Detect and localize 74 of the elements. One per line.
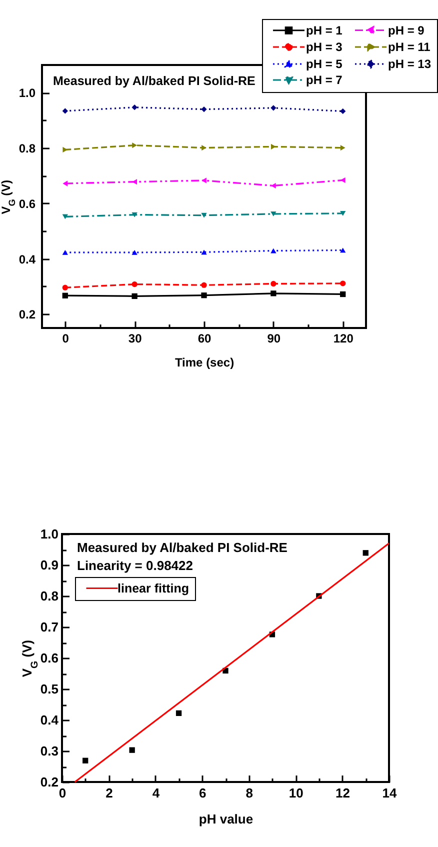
point [362, 550, 368, 556]
point [270, 105, 276, 111]
y-tick-label: 1.0 [40, 526, 58, 542]
y-tick-label: 0.8 [40, 588, 58, 604]
legend-label: pH = 5 [306, 57, 343, 71]
legend-label: pH = 13 [388, 57, 432, 71]
point [132, 212, 138, 218]
y-tick-label: 0.4 [40, 712, 60, 728]
point [340, 280, 346, 286]
legend-label: pH = 9 [388, 23, 425, 38]
point [202, 178, 206, 184]
point [62, 108, 68, 114]
x-axis-title: Time (sec) [174, 356, 234, 370]
annotation: Measured by Al/baked PI Solid-RE [53, 74, 256, 88]
point [132, 293, 138, 299]
point [132, 104, 138, 110]
x-tick-label: 0 [58, 786, 66, 800]
legend-label: pH = 11 [388, 40, 431, 54]
annotation: Measured by Al/baked PI Solid-RE [77, 540, 288, 555]
y-tick-label: 0.2 [18, 308, 36, 322]
y-tick-label: 0.6 [18, 196, 36, 211]
point [62, 214, 68, 220]
y-tick-label: 0.3 [40, 744, 58, 758]
point [132, 142, 138, 148]
x-tick-label: 8 [246, 786, 253, 800]
legend-label: pH = 1 [306, 23, 343, 38]
x-tick-label: 4 [152, 786, 160, 800]
point [129, 747, 135, 753]
point [340, 144, 346, 151]
y-tick-label: 0.8 [18, 142, 36, 156]
x-tick-label: 60 [198, 332, 212, 346]
y-tick-label: 0.4 [18, 252, 36, 266]
point [340, 248, 346, 253]
point [340, 210, 346, 216]
point [270, 248, 276, 254]
x-axis-title: pH value [198, 812, 254, 826]
point [62, 250, 68, 255]
y-tick-label: 0.9 [40, 558, 58, 572]
legend-label: pH = 7 [306, 73, 343, 87]
point [202, 144, 206, 151]
x-tick-label: 90 [267, 332, 281, 346]
point [201, 292, 207, 298]
x-tick-label: 12 [336, 786, 350, 800]
point [132, 250, 138, 255]
x-tick-label: 0 [62, 332, 70, 346]
annotation: Linearity = 0.98422 [77, 558, 193, 573]
point [62, 284, 68, 290]
x-tick-label: 6 [199, 786, 206, 800]
point [82, 758, 88, 764]
y-tick-label: 0.2 [40, 774, 58, 790]
x-tick-label: 2 [106, 786, 113, 800]
point [340, 108, 346, 114]
point [62, 180, 68, 186]
x-tick-label: 120 [333, 332, 354, 346]
y-tick-label: 0.5 [40, 682, 58, 696]
point [201, 106, 207, 112]
point [270, 290, 276, 296]
point [176, 710, 182, 716]
y-tick-label: 0.7 [40, 620, 58, 634]
legend-label: linear fitting [118, 581, 190, 596]
point [340, 291, 346, 298]
x-tick-label: 14 [382, 786, 398, 800]
point [201, 250, 207, 255]
y-tick-label: 1.0 [18, 86, 36, 100]
x-tick-label: 30 [128, 332, 142, 346]
point [201, 282, 207, 288]
point [270, 211, 276, 216]
point [132, 281, 138, 288]
x-tick-label: 10 [288, 786, 304, 800]
point [201, 212, 207, 218]
y-tick-label: 0.6 [40, 650, 58, 666]
legend-label: pH = 3 [306, 40, 343, 54]
point [270, 280, 276, 287]
point [62, 292, 68, 298]
